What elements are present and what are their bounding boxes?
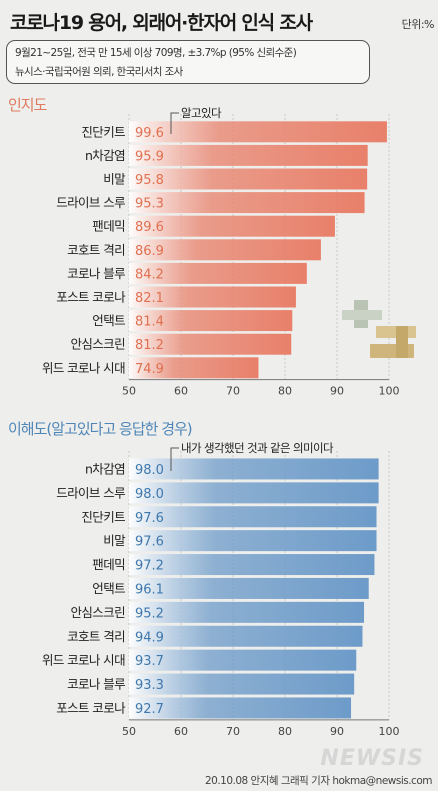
chart1-category-label: 언택트 xyxy=(92,313,125,328)
credit-footer: 20.10.08 안지혜 그래픽 기자 hokma@newsis.com xyxy=(204,775,433,787)
chart2-bar xyxy=(129,625,363,647)
chart1-title: 인지도 xyxy=(8,96,47,114)
chart1-category-label: 비말 xyxy=(103,172,126,187)
chart2-bar xyxy=(129,530,377,552)
chart1-bar xyxy=(129,121,387,143)
chart1-bar xyxy=(129,286,296,308)
chart1-value-label: 81.4 xyxy=(135,315,164,330)
chart1-bar xyxy=(129,357,259,379)
chart1-tick-label: 50 xyxy=(122,385,136,398)
chart1-tick-label: 100 xyxy=(379,385,400,398)
chart2-category-label: 위드 코로나 시대 xyxy=(42,653,125,668)
chart2-annotation: 내가 생각했던 것과 같은 의미이다 xyxy=(181,441,334,455)
unit-label: 단위:% xyxy=(401,18,435,31)
chart1-category-label: 팬데믹 xyxy=(92,219,125,234)
newsis-watermark: NEWSIS xyxy=(320,746,424,771)
chart2-tick-label: 70 xyxy=(226,725,240,738)
decorative-letters-icon xyxy=(342,300,416,358)
chart2-bar xyxy=(129,673,355,695)
chart2-tick-label: 100 xyxy=(379,725,400,738)
chart1-value-label: 82.1 xyxy=(135,291,164,306)
chart2-annotation-leader xyxy=(170,447,179,471)
chart2-tick-label: 60 xyxy=(174,725,188,738)
chart2-bar xyxy=(129,482,379,504)
chart1-category-label: 코호트 격리 xyxy=(67,242,125,257)
chart2-value-label: 98.0 xyxy=(135,487,164,502)
chart2-title: 이해도(알고있다고 응답한 경우) xyxy=(8,420,193,438)
chart2-tick-label: 80 xyxy=(278,725,292,738)
chart1-value-label: 89.6 xyxy=(135,220,164,235)
chart1-category-label: 진단키트 xyxy=(81,124,125,139)
chart2-value-label: 93.7 xyxy=(135,654,164,669)
chart1-category-label: 코로나 블루 xyxy=(67,266,125,281)
chart2-value-label: 95.2 xyxy=(135,606,164,621)
chart2-category-label: 언택트 xyxy=(92,581,125,596)
chart2-bar xyxy=(129,554,375,576)
chart2-category-label: 팬데믹 xyxy=(92,557,125,572)
chart1-tick-label: 70 xyxy=(226,385,240,398)
page-title: 코로나19 용어, 외래어·한자어 인식 조사 xyxy=(10,12,313,34)
chart2-category-label: 드라이브 스루 xyxy=(56,485,125,500)
chart1-value-label: 86.9 xyxy=(135,244,164,259)
chart1-value-label: 95.8 xyxy=(135,173,164,188)
chart2-value-label: 92.7 xyxy=(135,702,164,717)
chart2-value-label: 97.2 xyxy=(135,559,164,574)
chart2-bar xyxy=(129,458,379,480)
chart1-annotation: 알고있다 xyxy=(181,106,222,120)
chart2-category-label: 비말 xyxy=(103,533,126,548)
title-bar: 코로나19 용어, 외래어·한자어 인식 조사 단위:% xyxy=(0,0,438,38)
chart1-category-label: 위드 코로나 시대 xyxy=(42,360,125,375)
survey-info-line-1: 9월21~25일, 전국 만 15세 이상 709명, ±3.7%p (95% … xyxy=(15,47,297,59)
chart2-tick-label: 50 xyxy=(122,725,136,738)
chart1-bar xyxy=(129,215,335,237)
chart2-bar xyxy=(129,577,369,599)
chart2-category-label: 코호트 격리 xyxy=(67,629,125,644)
chart2-value-label: 97.6 xyxy=(135,511,164,526)
survey-info-line-2: 뉴시스·국립국어원 의뢰, 한국리서치 조사 xyxy=(15,66,183,78)
chart1-bar xyxy=(129,239,321,261)
chart1-value-label: 81.2 xyxy=(135,338,164,353)
survey-info-box: 9월21~25일, 전국 만 15세 이상 709명, ±3.7%p (95% … xyxy=(6,40,370,84)
chart1-bar xyxy=(129,168,368,190)
chart1-value-label: 99.6 xyxy=(135,126,164,141)
chart2-bar xyxy=(129,506,377,528)
chart1-category-label: 포스트 코로나 xyxy=(56,290,126,305)
chart2-value-label: 93.3 xyxy=(135,678,164,693)
chart2-value-label: 94.9 xyxy=(135,630,164,645)
chart1-annotation-leader xyxy=(170,112,179,134)
chart1-bar xyxy=(129,262,307,284)
chart1-bar xyxy=(129,144,368,166)
chart1-category-label: n차감염 xyxy=(85,148,125,163)
chart1-value-label: 95.3 xyxy=(135,197,164,212)
chart1-tick-label: 90 xyxy=(330,385,344,398)
chart2-value-label: 98.0 xyxy=(135,463,164,478)
chart2-value-label: 96.1 xyxy=(135,582,164,597)
chart2-category-label: 코로나 블루 xyxy=(67,677,125,692)
chart2-bar xyxy=(129,649,357,671)
chart1-value-label: 74.9 xyxy=(135,362,164,377)
chart2-bar xyxy=(129,697,352,719)
chart1-bar xyxy=(129,192,365,214)
chart2-category-label: n차감염 xyxy=(85,461,125,476)
chart1-value-label: 95.9 xyxy=(135,149,164,164)
chart1-tick-label: 80 xyxy=(278,385,292,398)
chart1-tick-label: 60 xyxy=(174,385,188,398)
chart2-category-label: 포스트 코로나 xyxy=(56,700,126,715)
chart1-category-label: 드라이브 스루 xyxy=(56,195,125,210)
chart1-awareness: 진단키트 99.6 n차감염 95.9 비말 95.8 드라이브 스루 95.3 팬데믹 89.6… xyxy=(42,106,400,398)
chart2-category-label: 진단키트 xyxy=(81,509,125,524)
chart1-category-label: 안심스크린 xyxy=(70,337,125,352)
chart2-tick-label: 90 xyxy=(330,725,344,738)
chart1-value-label: 84.2 xyxy=(135,267,164,282)
chart1-bar xyxy=(129,333,292,355)
chart2-value-label: 97.6 xyxy=(135,535,164,550)
chart1-bar xyxy=(129,310,293,332)
chart2-category-label: 안심스크린 xyxy=(70,605,125,620)
chart2-bar xyxy=(129,601,365,623)
